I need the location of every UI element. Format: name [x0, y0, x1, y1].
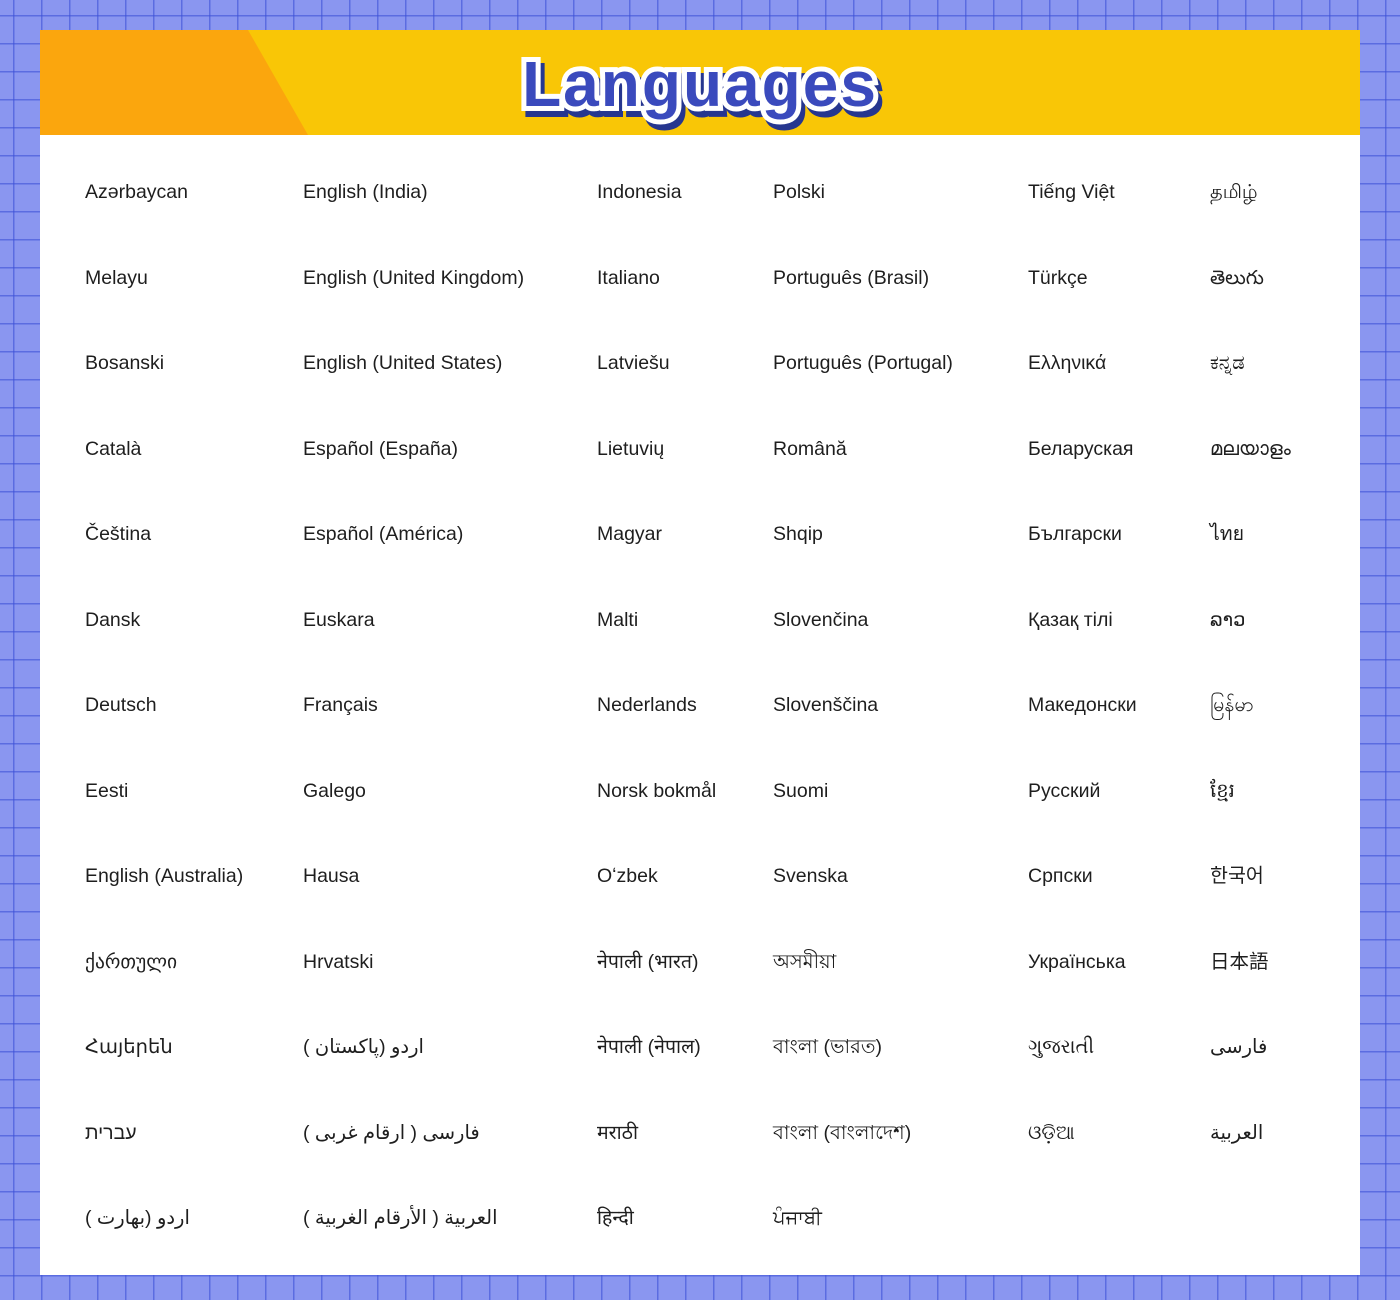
- language-option[interactable]: नेपाली (नेपाल): [597, 1036, 701, 1058]
- language-option[interactable]: فارسی: [1210, 1036, 1268, 1058]
- language-option[interactable]: Čeština: [85, 523, 152, 545]
- language-option[interactable]: Українська: [1028, 950, 1126, 973]
- language-option[interactable]: עברית: [85, 1121, 137, 1144]
- language-option[interactable]: Русский: [1028, 779, 1101, 802]
- language-option[interactable]: Беларуская: [1028, 437, 1134, 460]
- language-option[interactable]: العربية ( الأرقام الغربية ): [303, 1207, 498, 1229]
- language-option[interactable]: Català: [85, 437, 142, 460]
- language-grid: Azərbaycan Melayu Bosanski Català Čeština Dan…: [40, 135, 1360, 1262]
- language-option[interactable]: हिन्दी: [597, 1207, 634, 1229]
- language-column-2: English (India) English (United Kingdom) E…: [303, 150, 597, 1262]
- language-option[interactable]: ಕನ್ನಡ: [1210, 352, 1245, 374]
- language-option[interactable]: اردو (پاکستان ): [303, 1036, 424, 1058]
- header-banner: Languages Languages Languages: [40, 30, 1360, 135]
- language-option[interactable]: മലയാളം: [1210, 437, 1291, 460]
- languages-panel: Languages Languages Languages Azərbaycan…: [40, 30, 1360, 1275]
- language-option[interactable]: मराठी: [597, 1121, 639, 1144]
- language-option[interactable]: Српски: [1028, 865, 1093, 887]
- language-option[interactable]: Euskara: [303, 608, 375, 631]
- language-option[interactable]: ଓଡ଼ିଆ: [1028, 1121, 1075, 1144]
- language-option[interactable]: বাংলা (ভারত): [773, 1036, 883, 1058]
- language-option[interactable]: English (India): [303, 181, 428, 203]
- language-option[interactable]: Azərbaycan: [85, 181, 188, 203]
- language-option[interactable]: ქართული: [85, 950, 178, 973]
- language-option[interactable]: Magyar: [597, 523, 663, 545]
- language-option[interactable]: Nederlands: [597, 694, 697, 716]
- page-title-shadow: Languages: [521, 49, 885, 131]
- language-option[interactable]: English (United States): [303, 352, 503, 374]
- language-option[interactable]: Français: [303, 694, 378, 716]
- language-column-4: Polski Português (Brasil) Português (Portu…: [773, 150, 1028, 1262]
- language-option[interactable]: ខ្មែរ: [1210, 779, 1235, 802]
- language-option[interactable]: Italiano: [597, 266, 660, 289]
- language-option[interactable]: Español (América): [303, 523, 464, 545]
- language-option[interactable]: Español (España): [303, 437, 459, 460]
- language-option[interactable]: Slovenščina: [773, 694, 879, 716]
- language-option[interactable]: Melayu: [85, 266, 148, 289]
- language-option[interactable]: Ελληνικά: [1028, 352, 1107, 374]
- language-option[interactable]: Bosanski: [85, 352, 165, 374]
- language-option[interactable]: Slovenčina: [773, 608, 869, 631]
- language-option[interactable]: తెలుగు: [1210, 266, 1264, 289]
- language-column-3: Indonesia Italiano Latviešu Lietuvių Magyar M…: [597, 150, 773, 1262]
- language-option[interactable]: 한국어: [1210, 865, 1264, 887]
- language-option[interactable]: Română: [773, 437, 847, 460]
- language-option[interactable]: မြန်မာ: [1210, 694, 1254, 716]
- language-option[interactable]: Malti: [597, 608, 639, 631]
- language-option[interactable]: Հայերեն: [85, 1036, 173, 1058]
- language-option[interactable]: Eesti: [85, 779, 129, 802]
- language-option[interactable]: Polski: [773, 181, 826, 203]
- language-option[interactable]: Norsk bokmål: [597, 779, 717, 802]
- language-option[interactable]: Türkçe: [1028, 266, 1088, 289]
- language-option[interactable]: ગુજરાતી: [1028, 1036, 1095, 1058]
- language-option[interactable]: English (United Kingdom): [303, 266, 525, 289]
- language-column-1: Azərbaycan Melayu Bosanski Català Čeština Dan…: [85, 150, 303, 1262]
- language-option[interactable]: Shqip: [773, 523, 823, 545]
- language-option[interactable]: Hrvatski: [303, 950, 374, 973]
- language-column-6: தமிழ் తెలుగు ಕನ್ನಡ മലയാളം ไทย ລາວ မြန်မာ ខ្មែរ 한…: [1210, 150, 1360, 1262]
- language-option[interactable]: বাংলা (বাংলাদেশ): [773, 1121, 912, 1144]
- language-option[interactable]: اردو (بهارت ): [85, 1207, 190, 1229]
- language-option[interactable]: অসমীয়া: [773, 950, 837, 973]
- language-option[interactable]: Қазақ тілі: [1028, 608, 1113, 631]
- language-option[interactable]: فارسی ( ارقام غربی ): [303, 1121, 480, 1144]
- language-option[interactable]: Português (Brasil): [773, 266, 930, 289]
- page-title-text: Languages: [522, 48, 878, 120]
- language-option[interactable]: ລາວ: [1210, 608, 1246, 631]
- language-option[interactable]: 日本語: [1210, 950, 1269, 973]
- language-option[interactable]: Latviešu: [597, 352, 670, 374]
- language-option[interactable]: ไทย: [1210, 523, 1245, 545]
- language-column-5: Tiếng Việt Türkçe Ελληνικά Беларуская Българ…: [1028, 150, 1210, 1262]
- language-option[interactable]: Tiếng Việt: [1028, 181, 1115, 203]
- language-option[interactable]: Indonesia: [597, 181, 682, 203]
- page-title-outline: Languages: [517, 43, 881, 125]
- language-option[interactable]: Svenska: [773, 865, 848, 887]
- language-option[interactable]: Deutsch: [85, 694, 157, 716]
- language-option[interactable]: नेपाली (भारत): [597, 950, 699, 973]
- language-option[interactable]: Български: [1028, 523, 1122, 545]
- language-option[interactable]: Lietuvių: [597, 437, 665, 460]
- page-title: Languages Languages Languages: [40, 30, 1360, 135]
- language-option[interactable]: Hausa: [303, 865, 360, 887]
- language-option[interactable]: தமிழ்: [1210, 181, 1258, 203]
- language-option[interactable]: English (Australia): [85, 865, 244, 887]
- language-option[interactable]: Português (Portugal): [773, 352, 953, 374]
- language-option[interactable]: العربية: [1210, 1121, 1264, 1144]
- language-option[interactable]: Oʻzbek: [597, 865, 658, 887]
- language-option[interactable]: Suomi: [773, 779, 829, 802]
- language-option[interactable]: Dansk: [85, 608, 141, 631]
- language-option[interactable]: Galego: [303, 779, 366, 802]
- language-option[interactable]: ਪੰਜਾਬੀ: [773, 1207, 822, 1229]
- language-option[interactable]: Македонски: [1028, 694, 1137, 716]
